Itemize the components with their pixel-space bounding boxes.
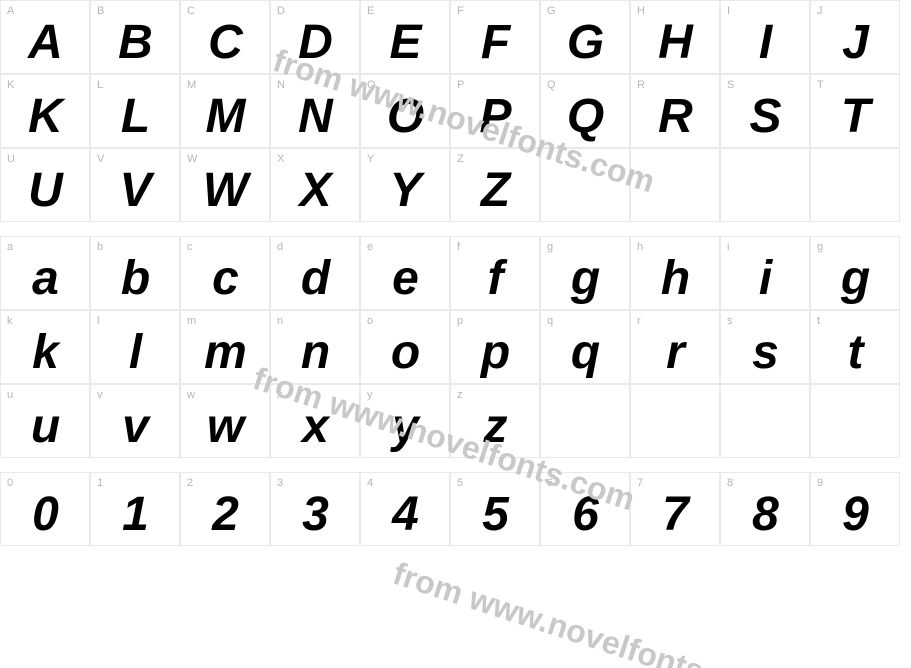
watermark-text: from www.novelfonts.com: [249, 360, 640, 518]
watermark-text: from www.novelfonts.com: [389, 555, 780, 668]
font-specimen-grid: AA BB CC DD EE FF GG HH II JJ KK LL MM N…: [0, 0, 911, 668]
watermark-text: from www.novelfonts.com: [269, 42, 660, 200]
watermark-overlay: from www.novelfonts.com from www.novelfon…: [0, 0, 911, 668]
